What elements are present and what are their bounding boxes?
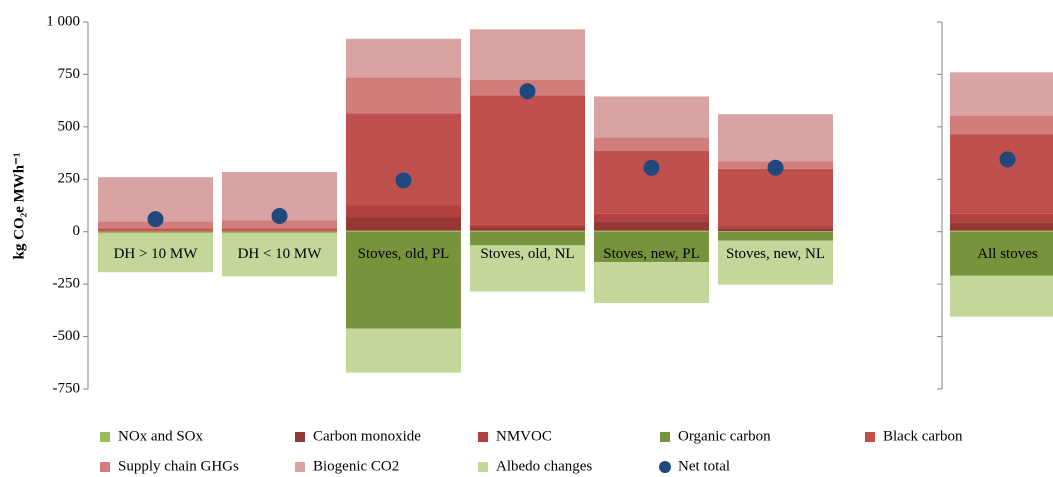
bar-segment — [718, 231, 833, 232]
y-tick-label: 250 — [58, 171, 81, 187]
net-total-dot — [519, 83, 536, 100]
net-total-dot — [271, 207, 288, 224]
legend-label: Albedo changes — [496, 458, 592, 474]
y-tick-label: -750 — [53, 380, 81, 396]
bar-segment — [950, 115, 1053, 135]
legend-label: Black carbon — [883, 428, 963, 444]
net-total-dot — [767, 159, 784, 176]
bar-segment — [594, 231, 709, 263]
x-tick-label: DH < 10 MW — [237, 245, 322, 262]
bar-segment — [594, 230, 709, 232]
y-tick-label: 1 000 — [46, 13, 80, 29]
bar-segment — [470, 29, 585, 80]
x-tick-label: Stoves, old, PL — [357, 245, 450, 262]
bar-segment — [470, 245, 585, 292]
legend-marker — [478, 462, 488, 472]
bar-segment — [950, 222, 1053, 231]
bar-segment — [950, 275, 1053, 317]
bar-segment — [950, 134, 1053, 214]
legend-label: NMVOC — [496, 428, 552, 444]
bar-segment — [718, 240, 833, 285]
bar-segment — [222, 220, 337, 229]
y-tick-label: 0 — [73, 223, 81, 239]
legend-marker — [295, 432, 305, 442]
bar-segment — [346, 328, 461, 373]
bar-segment — [98, 233, 213, 273]
bar-segment — [594, 96, 709, 138]
bar-segment — [346, 205, 461, 218]
legend-marker — [660, 432, 670, 442]
bar-segment — [594, 221, 709, 231]
bar-segment — [222, 231, 337, 234]
bar-segment — [346, 230, 461, 232]
legend-marker — [659, 461, 671, 473]
x-tick-label: Stoves, new, NL — [725, 245, 826, 262]
bar-segment — [346, 113, 461, 206]
bar-segment — [470, 227, 585, 231]
bar-segment — [594, 213, 709, 222]
legend-label: Supply chain GHGs — [118, 458, 239, 474]
net-total-dot — [643, 159, 660, 176]
bar-segment — [222, 228, 337, 231]
legend-marker — [100, 432, 110, 442]
y-tick-label: -500 — [53, 328, 81, 344]
bar-segment — [470, 224, 585, 228]
bar-segment — [346, 231, 461, 329]
net-total-dot — [395, 172, 412, 189]
x-tick-label: All stoves — [977, 245, 1038, 262]
y-tick-label: -250 — [53, 276, 81, 292]
legend-label: Net total — [678, 458, 730, 474]
legend-marker — [865, 432, 875, 442]
legend-marker — [295, 462, 305, 472]
bar-segment — [222, 233, 337, 277]
bar-segment — [950, 231, 1053, 276]
bar-segment — [346, 38, 461, 78]
y-tick-label: 500 — [58, 118, 81, 134]
bar-segment — [718, 231, 833, 241]
x-tick-label: DH > 10 MW — [113, 245, 198, 262]
bar-segment — [98, 230, 213, 232]
bar-segment — [950, 213, 1053, 223]
legend-marker — [100, 462, 110, 472]
bar-segment — [594, 137, 709, 151]
bar-segment — [718, 226, 833, 229]
bar-segment — [470, 231, 585, 246]
legend-label: Carbon monoxide — [313, 428, 421, 444]
bar-segment — [594, 262, 709, 304]
bar-segment — [222, 230, 337, 232]
bar-segment — [346, 217, 461, 231]
legend-label: Organic carbon — [678, 428, 771, 444]
x-tick-label: Stoves, old, NL — [480, 245, 575, 262]
bar-segment — [718, 114, 833, 162]
legend-label: Biogenic CO2 — [313, 458, 399, 474]
y-axis-label: kg CO₂e MWh⁻¹ — [11, 153, 27, 260]
bar-segment — [950, 230, 1053, 232]
bar-segment — [346, 77, 461, 114]
bar-segment — [98, 228, 213, 231]
bar-segment — [718, 228, 833, 232]
legend-marker — [478, 432, 488, 442]
bar-segment — [470, 95, 585, 225]
x-tick-label: Stoves, new, PL — [603, 245, 700, 262]
net-total-dot — [147, 211, 164, 228]
net-total-dot — [999, 151, 1016, 168]
bar-segment — [718, 168, 833, 227]
bar-segment — [950, 72, 1053, 116]
bar-segment — [470, 230, 585, 232]
y-tick-label: 750 — [58, 66, 81, 82]
legend-label: NOx and SOx — [118, 428, 203, 444]
bar-segment — [98, 231, 213, 234]
